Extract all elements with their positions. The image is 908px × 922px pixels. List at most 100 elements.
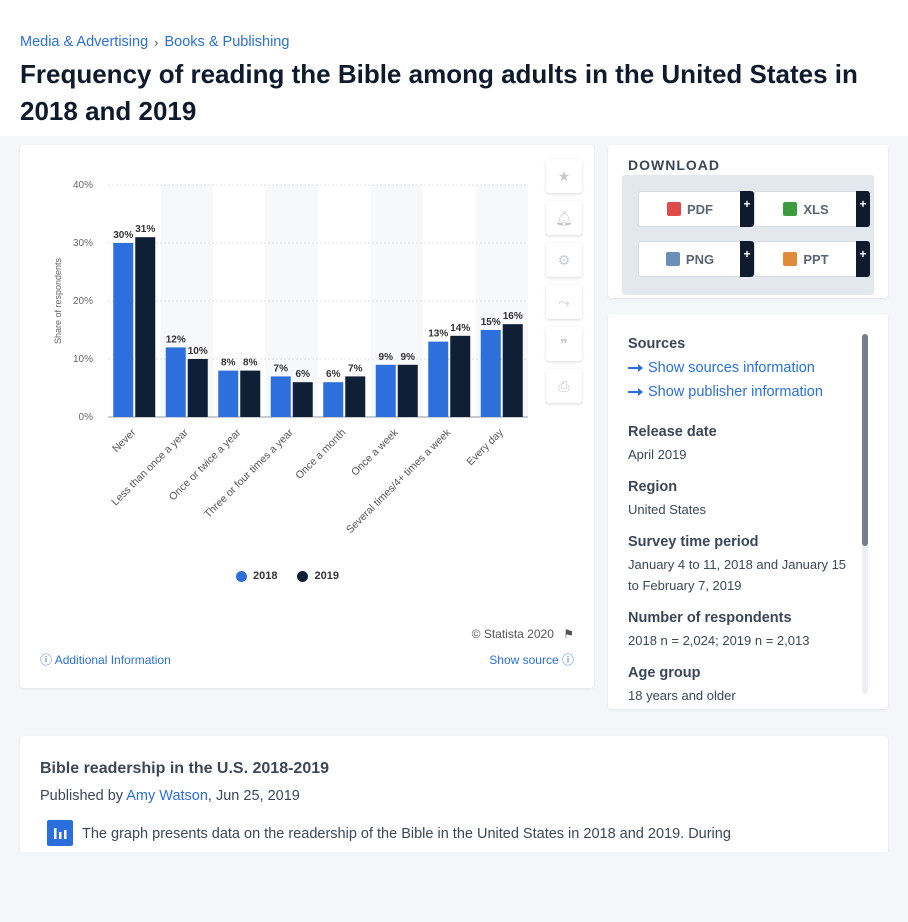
- bar-2018[interactable]: [375, 364, 396, 417]
- png-icon: [665, 252, 680, 266]
- ppt-plus-icon[interactable]: +: [856, 241, 870, 277]
- bar-2018[interactable]: [165, 347, 186, 417]
- data-label-2018: 6%: [326, 369, 341, 380]
- data-label-2018: 13%: [428, 329, 448, 340]
- flag-icon[interactable]: ⚑: [563, 627, 574, 641]
- bar-2018[interactable]: [218, 370, 239, 417]
- bar-2019[interactable]: [240, 370, 261, 417]
- bar-2018[interactable]: [323, 382, 344, 417]
- y-tick-label: 30%: [73, 238, 93, 249]
- info-scrollbar[interactable]: [862, 334, 868, 694]
- y-tick-label: 20%: [73, 296, 93, 307]
- arrow-right-icon: [628, 364, 643, 372]
- data-label-2018: 8%: [221, 358, 236, 369]
- data-label-2018: 12%: [166, 334, 186, 345]
- x-tick-label: Once a week: [349, 426, 401, 478]
- star-icon[interactable]: ★: [546, 159, 582, 193]
- quote-icon[interactable]: ❞: [546, 327, 582, 361]
- bar-2018[interactable]: [270, 376, 291, 417]
- bar-2019[interactable]: [397, 364, 418, 417]
- data-label-2019: 31%: [135, 224, 155, 235]
- xls-plus-icon[interactable]: +: [856, 191, 870, 227]
- download-xls-button[interactable]: XLS +: [754, 191, 870, 227]
- description-title: Bible readership in the U.S. 2018-2019: [40, 760, 330, 777]
- y-tick-label: 40%: [73, 180, 93, 191]
- show-publisher-label: Show publisher information: [648, 384, 823, 400]
- info-icon: ⓘ: [40, 653, 53, 667]
- bar-2019[interactable]: [135, 237, 156, 417]
- download-title: DOWNLOAD: [628, 157, 720, 173]
- arrow-right-icon: [628, 388, 643, 396]
- bar-2018[interactable]: [480, 330, 501, 417]
- show-source-label: Show source: [489, 653, 559, 667]
- x-tick-label: Once a month: [293, 427, 348, 482]
- additional-information-label: Additional Information: [54, 653, 171, 667]
- download-card: DOWNLOAD PDF + XLS + PNG + PPT +: [608, 145, 888, 298]
- share-icon[interactable]: ⤳: [546, 285, 582, 319]
- print-icon[interactable]: ⎙: [546, 369, 582, 403]
- legend-dot-2018: [236, 570, 247, 582]
- breadcrumb: Media & Advertising › Books & Publishing: [20, 34, 289, 50]
- respondents-value: 2018 n = 2,024; 2019 n = 2,013: [628, 633, 810, 648]
- legend-dot-2019: [297, 570, 309, 582]
- info-scrollbar-thumb[interactable]: [862, 334, 868, 546]
- show-sources-label: Show sources information: [648, 360, 815, 376]
- data-label-2019: 9%: [401, 352, 416, 363]
- breadcrumb-books-publishing[interactable]: Books & Publishing: [164, 34, 290, 50]
- statistic-info: Sources Show sources information Show pu…: [628, 336, 848, 709]
- download-xls-label: XLS: [803, 201, 829, 217]
- bar-2018[interactable]: [113, 243, 134, 417]
- show-source-link[interactable]: Show source ⓘ: [489, 651, 574, 668]
- pdf-plus-icon[interactable]: +: [740, 191, 754, 227]
- survey-period-heading: Survey time period: [628, 534, 759, 550]
- chart-icon: [47, 820, 73, 846]
- release-date-value: April 2019: [628, 447, 687, 462]
- release-date-heading: Release date: [628, 424, 717, 440]
- breadcrumb-separator: ›: [154, 34, 159, 50]
- data-label-2018: 30%: [113, 230, 133, 241]
- png-plus-icon[interactable]: +: [740, 241, 754, 277]
- info-icon: ⓘ: [561, 653, 574, 667]
- download-png-button[interactable]: PNG +: [638, 241, 754, 277]
- data-label-2019: 10%: [188, 346, 208, 357]
- bar-2019[interactable]: [187, 359, 208, 417]
- breadcrumb-media-advertising[interactable]: Media & Advertising: [20, 34, 149, 50]
- pdf-icon: [667, 202, 681, 216]
- copyright: © Statista 2020 ⚑: [472, 627, 574, 641]
- bar-2019[interactable]: [450, 335, 471, 417]
- header: Media & Advertising › Books & Publishing…: [0, 0, 908, 136]
- bar-2019[interactable]: [502, 324, 523, 417]
- data-label-2018: 15%: [481, 317, 501, 328]
- bell-icon[interactable]: 🔔︎: [546, 201, 582, 235]
- respondents-heading: Number of respondents: [628, 610, 792, 626]
- y-tick-label: 10%: [73, 354, 93, 365]
- bar-2019[interactable]: [345, 376, 366, 417]
- author-link[interactable]: Amy Watson: [126, 788, 208, 804]
- chart-legend: 2018 2019: [236, 570, 339, 582]
- download-ppt-button[interactable]: PPT +: [754, 241, 870, 277]
- gear-icon[interactable]: ⚙: [546, 243, 582, 277]
- data-label-2019: 16%: [503, 311, 523, 322]
- age-group-heading: Age group: [628, 665, 701, 681]
- survey-period-value: January 4 to 11, 2018 and January 15 to …: [628, 557, 847, 593]
- show-publisher-link[interactable]: Show publisher information: [628, 380, 848, 404]
- xls-icon: [783, 202, 798, 216]
- download-pdf-button[interactable]: PDF +: [638, 191, 754, 227]
- legend-item-2018[interactable]: 2018: [236, 570, 277, 582]
- data-label-2018: 7%: [274, 363, 289, 374]
- copyright-text: © Statista 2020: [471, 627, 554, 641]
- legend-item-2019[interactable]: 2019: [297, 570, 339, 582]
- region-heading: Region: [628, 479, 678, 495]
- show-sources-link[interactable]: Show sources information: [628, 356, 848, 380]
- additional-information-link[interactable]: ⓘ Additional Information: [40, 651, 171, 668]
- published-by: Published by Amy Watson, Jun 25, 2019: [40, 788, 300, 804]
- data-label-2018: 9%: [379, 352, 394, 363]
- statistic-info-card: Sources Show sources information Show pu…: [608, 314, 888, 709]
- bar-2018[interactable]: [428, 341, 449, 417]
- bar-2019[interactable]: [292, 382, 313, 417]
- bar-chart: 0%10%20%30%40%Share of respondents30%31%…: [53, 180, 528, 536]
- data-label-2019: 14%: [450, 323, 470, 334]
- description-text: The graph presents data on the readershi…: [82, 826, 731, 842]
- x-tick-label: Every day: [464, 426, 506, 468]
- y-tick-label: 0%: [79, 412, 94, 423]
